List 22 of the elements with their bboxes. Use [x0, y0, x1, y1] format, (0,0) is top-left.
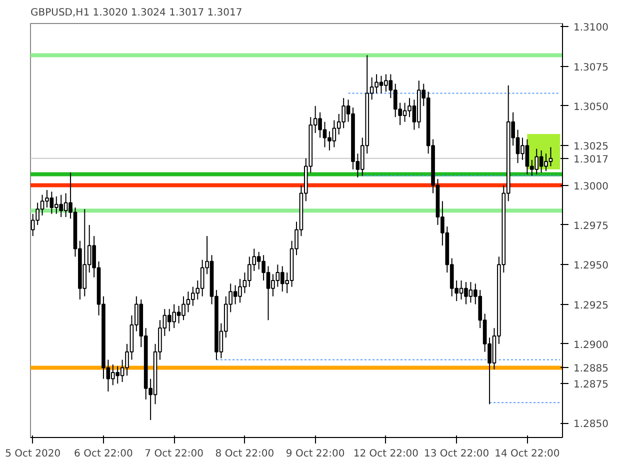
x-tick-label: 12 Oct 22:00: [353, 448, 419, 460]
y-tick-label: 1.2925: [574, 300, 608, 312]
ref-line-label: 1.3017: [574, 154, 608, 166]
x-tick-label: 8 Oct 22:00: [215, 448, 274, 460]
y-tick-label: 1.2850: [574, 419, 608, 430]
y-tick-label: 1.2975: [574, 220, 608, 232]
y-tick-label: 1.3075: [574, 62, 608, 74]
x-tick-label: 7 Oct 22:00: [144, 448, 204, 460]
y-tick-label: 1.3025: [574, 142, 608, 153]
x-tick-label: 13 Oct 22:00: [424, 448, 490, 460]
y-tick-label: 1.3050: [574, 102, 608, 113]
y-tick-label: 1.3100: [574, 22, 608, 34]
y-tick-label: 1.2950: [574, 260, 608, 272]
y-tick-label: 1.2875: [574, 380, 608, 391]
ref-line-label: 1.3000: [574, 181, 608, 192]
ref-line-label: 1.2885: [574, 364, 608, 375]
x-tick-label: 5 Oct 2020: [5, 448, 61, 460]
x-tick-label: 9 Oct 22:00: [286, 448, 345, 460]
x-tick-label: 6 Oct 22:00: [74, 448, 133, 460]
y-tick-label: 1.2900: [574, 340, 608, 351]
x-tick-label: 14 Oct 22:00: [494, 448, 560, 460]
chart-title: GBPUSD,H1 1.3020 1.3024 1.3017 1.3017: [30, 8, 242, 18]
